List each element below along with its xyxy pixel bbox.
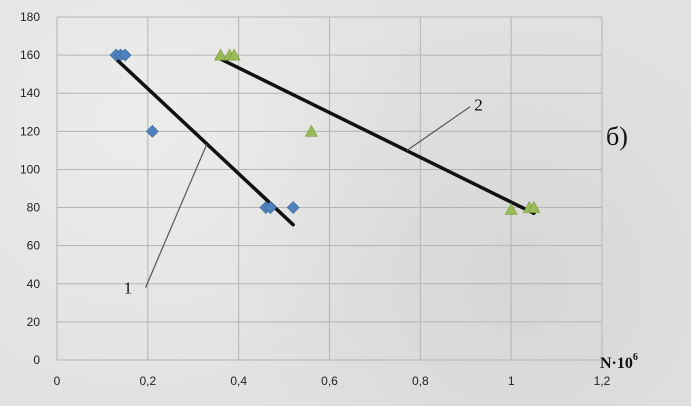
x-tick-label: 1 [508,374,515,388]
y-tick-label: 140 [20,86,40,100]
grid [56,16,603,361]
curve-label-2: 2 [474,96,483,115]
data-point-series-2 [227,48,241,61]
y-tick-label: 60 [27,239,41,253]
x-axis-label-exponent: 6 [633,352,638,363]
curve-label-1: 1 [124,279,133,298]
x-tick-label: 1,2 [594,374,611,388]
x-tick-label: 0,8 [412,374,429,388]
y-tick-label: 20 [27,315,41,329]
panel-label: б) [606,122,628,151]
data-point-series-1 [286,201,300,214]
x-tick-labels: 0 0,2 0,4 0,6 0,8 1 1,2 [54,374,611,388]
y-tick-label: 80 [27,201,41,215]
data-point-series-1 [118,48,132,62]
y-tick-label: 160 [20,48,40,62]
x-tick-label: 0,2 [139,374,156,388]
x-tick-label: 0,6 [321,374,338,388]
trend-lines [114,57,536,227]
x-axis-label-base: N·10 [600,355,633,372]
data-point-series-2 [304,124,318,137]
label-leader-lines [145,106,471,288]
y-tick-label: 40 [27,277,41,291]
x-tick-label: 0,4 [230,374,247,388]
curve-labels: 12 [124,96,483,298]
data-point-series-1 [145,124,159,138]
data-point-series-1 [264,201,277,214]
y-tick-labels: 0 20 40 60 80 100 120 140 160 180 [20,10,40,367]
data-point-series-2 [504,202,518,215]
x-tick-label: 0 [54,374,61,388]
leader-line-1 [145,143,208,288]
data-point-series-2 [527,200,541,213]
data-points [109,48,541,215]
y-tick-label: 0 [33,353,40,367]
leader-line-2 [406,106,471,152]
data-point-series-2 [213,48,228,61]
trend-line-2 [218,57,536,216]
x-axis-label: N·106 [600,352,638,372]
y-tick-label: 180 [20,10,40,24]
y-tick-label: 100 [20,162,40,176]
y-tick-label: 120 [20,124,40,138]
trend-line-1 [114,57,295,227]
